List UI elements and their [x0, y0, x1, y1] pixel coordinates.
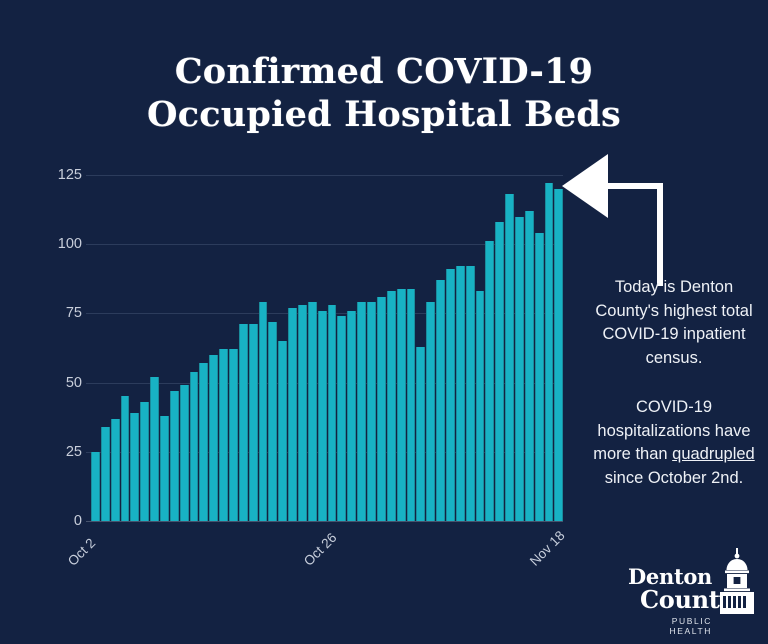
page-title: Confirmed COVID-19 Occupied Hospital Bed…	[0, 50, 768, 136]
y-axis-tick-label: 25	[65, 443, 82, 460]
denton-county-public-health-logo: Denton County PUBLIC HEALTH	[628, 548, 760, 636]
logo-tagline: PUBLIC HEALTH	[669, 616, 712, 636]
bar[interactable]	[110, 418, 120, 521]
bar[interactable]	[130, 413, 140, 521]
bar[interactable]	[288, 307, 298, 521]
bar[interactable]	[140, 401, 150, 521]
bar[interactable]	[554, 188, 564, 521]
logo-line-county: County	[640, 585, 734, 614]
bar[interactable]	[258, 302, 268, 521]
bar[interactable]	[544, 183, 554, 521]
gridline	[86, 244, 563, 246]
bar[interactable]	[327, 305, 337, 521]
bar[interactable]	[91, 451, 100, 521]
bar[interactable]	[268, 321, 278, 521]
x-axis-tick-label: Oct 2	[64, 535, 99, 569]
bar[interactable]	[278, 341, 288, 521]
page-title-line-2: Occupied Hospital Beds	[147, 94, 621, 135]
bar[interactable]	[100, 426, 110, 521]
bar[interactable]	[396, 288, 406, 521]
bar[interactable]	[199, 363, 209, 521]
bar[interactable]	[416, 346, 426, 521]
annotation-note-2-part-2: since October 2nd.	[604, 468, 744, 487]
bar[interactable]	[495, 222, 505, 521]
bar[interactable]	[386, 291, 396, 521]
bar[interactable]	[209, 354, 219, 521]
bar[interactable]	[514, 216, 524, 521]
annotation-note-2-part-1: COVID-19 hospitalizations have more than	[593, 398, 751, 463]
bar[interactable]	[337, 316, 347, 521]
bar[interactable]	[248, 324, 258, 521]
bar[interactable]	[219, 349, 229, 521]
y-axis-tick-label: 75	[65, 305, 82, 322]
annotation-note-1: Today is Denton County's highest total C…	[595, 278, 753, 367]
bar[interactable]	[455, 266, 465, 521]
x-axis-tick-label: Nov 18	[526, 527, 568, 569]
annotation-note-2: COVID-19 hospitalizations have more than…	[588, 396, 760, 490]
bar[interactable]	[179, 385, 189, 521]
bar-series	[91, 175, 564, 521]
annotation-note-2-emphasis: quadrupled	[672, 445, 755, 463]
bar[interactable]	[367, 302, 376, 521]
logo-line-denton: Denton	[628, 564, 713, 589]
y-axis-tick-label: 100	[57, 236, 82, 253]
page-title-line-1: Confirmed COVID-19	[174, 51, 594, 92]
bar[interactable]	[150, 377, 160, 521]
bar[interactable]	[465, 266, 475, 521]
axis-baseline	[86, 521, 563, 522]
bar[interactable]	[160, 415, 169, 521]
bar[interactable]	[426, 302, 436, 521]
plot-area: 0 25 50 75 100 125 Oct 2 Oct 26 Nov 18	[58, 167, 568, 569]
y-axis-tick-label: 50	[65, 374, 82, 391]
bar[interactable]	[524, 210, 534, 521]
bar[interactable]	[485, 241, 495, 521]
y-axis-tick-label: 0	[73, 513, 82, 529]
bar[interactable]	[317, 310, 327, 521]
bar[interactable]	[120, 396, 130, 521]
bar[interactable]	[189, 371, 199, 521]
bar[interactable]	[347, 310, 357, 521]
courthouse-dome-icon	[720, 548, 754, 614]
bar[interactable]	[298, 305, 307, 521]
bar[interactable]	[505, 194, 514, 521]
bar[interactable]	[445, 269, 455, 521]
bar[interactable]	[475, 291, 485, 521]
bar[interactable]	[534, 233, 544, 521]
bar[interactable]	[406, 288, 416, 521]
bar[interactable]	[229, 349, 238, 521]
bar[interactable]	[376, 296, 386, 521]
arrow-callout	[556, 148, 676, 288]
bar[interactable]	[238, 324, 248, 521]
gridline	[86, 175, 563, 176]
y-axis-tick-label: 125	[57, 167, 82, 183]
bar[interactable]	[169, 390, 179, 521]
logo-wordmark: Denton County PUBLIC HEALTH	[628, 564, 734, 636]
x-axis-tick-label: Oct 26	[300, 529, 340, 569]
bar[interactable]	[307, 302, 317, 521]
bar[interactable]	[357, 302, 367, 521]
left-arrow-icon	[562, 154, 663, 286]
bar[interactable]	[436, 280, 445, 521]
